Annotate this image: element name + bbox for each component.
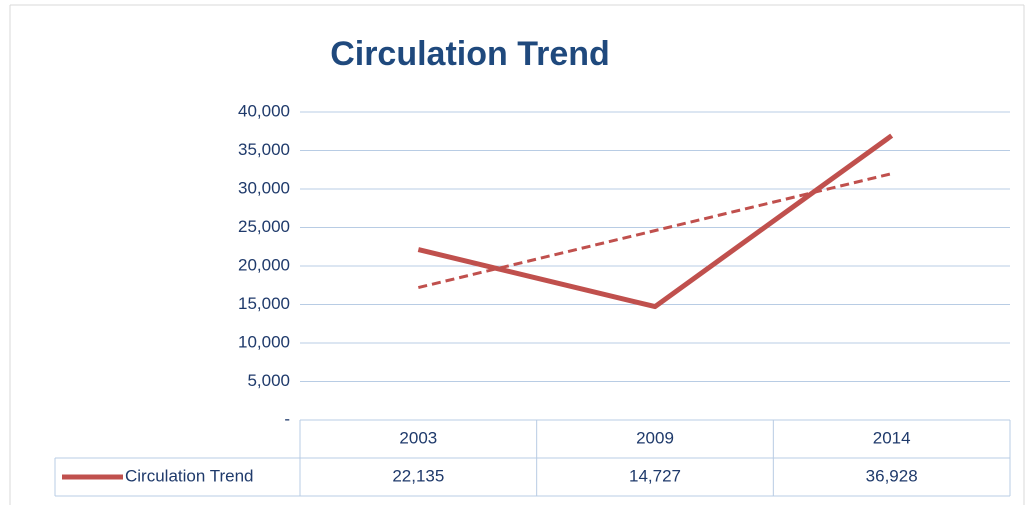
y-tick-label: 15,000 bbox=[238, 294, 290, 313]
chart-title: Circulation Trend bbox=[330, 35, 610, 73]
y-tick-label: 5,000 bbox=[247, 371, 290, 390]
y-tick-label: 30,000 bbox=[238, 178, 290, 197]
y-tick-label: 20,000 bbox=[238, 255, 290, 274]
y-tick-label: 35,000 bbox=[238, 140, 290, 159]
x-tick-label: 2009 bbox=[636, 428, 674, 447]
x-tick-label: 2014 bbox=[873, 428, 911, 447]
y-tick-label: 40,000 bbox=[238, 101, 290, 120]
y-tick-label: - bbox=[284, 409, 290, 428]
legend-label: Circulation Trend bbox=[125, 466, 254, 485]
data-table-value: 36,928 bbox=[866, 466, 918, 485]
data-table-value: 14,727 bbox=[629, 466, 681, 485]
x-tick-label: 2003 bbox=[399, 428, 437, 447]
y-tick-label: 10,000 bbox=[238, 332, 290, 351]
data-line bbox=[417, 133, 894, 310]
trendline bbox=[417, 172, 893, 290]
y-tick-label: 25,000 bbox=[238, 217, 290, 236]
data-table-value: 22,135 bbox=[392, 466, 444, 485]
